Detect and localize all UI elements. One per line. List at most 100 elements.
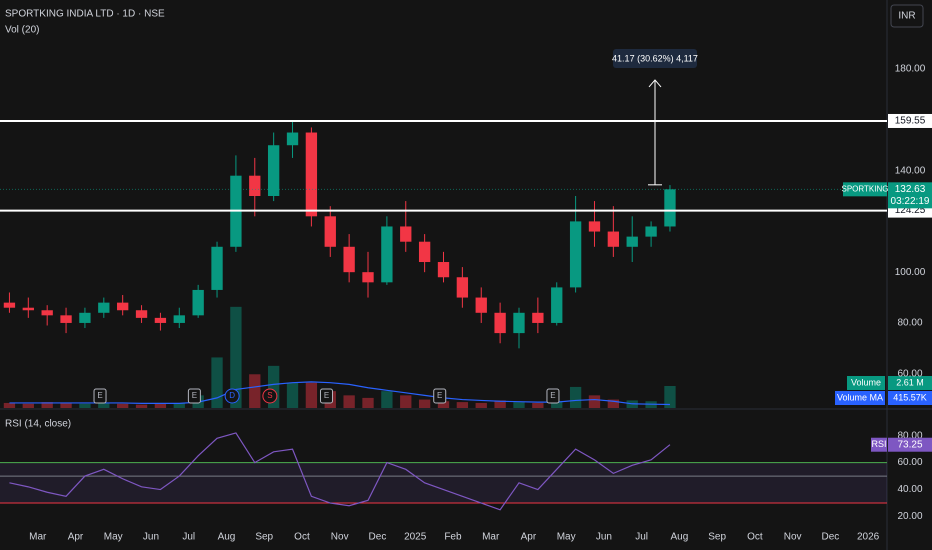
volume-bar bbox=[362, 397, 374, 408]
event-marker bbox=[93, 388, 107, 404]
candle-body bbox=[513, 312, 525, 334]
candle-body bbox=[60, 315, 72, 323]
event-label: E bbox=[192, 391, 197, 400]
candle-body bbox=[173, 315, 185, 323]
currency-label[interactable]: INR bbox=[898, 11, 915, 22]
volume-bar bbox=[400, 395, 412, 408]
candle-body bbox=[98, 302, 110, 313]
hline-label-box bbox=[888, 113, 932, 128]
y-tick-label: 140.00 bbox=[895, 165, 926, 176]
hline-label: 124.25 bbox=[895, 205, 926, 216]
x-tick-label: Mar bbox=[482, 532, 500, 543]
y-tick-label: 60.00 bbox=[897, 368, 922, 379]
rsi-title: RSI (14, close) bbox=[5, 419, 71, 430]
volume-bar bbox=[41, 402, 53, 408]
event-label: E bbox=[437, 391, 442, 400]
volume-bar bbox=[305, 382, 318, 408]
event-marker bbox=[187, 388, 201, 404]
x-tick-label: Dec bbox=[821, 532, 839, 543]
symbol-name: SPORTKING bbox=[842, 184, 889, 193]
volume-bar bbox=[135, 404, 148, 408]
rsi-band bbox=[0, 462, 887, 504]
candle-body bbox=[324, 216, 336, 247]
volume-value-box bbox=[888, 391, 932, 405]
rsi-tick-label: 20.00 bbox=[897, 511, 922, 522]
candle-body bbox=[211, 246, 223, 290]
hline-label: 159.55 bbox=[895, 116, 926, 127]
volume-bar bbox=[494, 400, 506, 408]
x-tick-label: Dec bbox=[369, 532, 387, 543]
x-tick-label: Sep bbox=[708, 532, 726, 543]
y-tick-label: 180.00 bbox=[895, 64, 926, 75]
volume-bar bbox=[343, 395, 355, 408]
candle-body bbox=[381, 226, 393, 283]
event-marker bbox=[546, 388, 560, 404]
candle-body bbox=[551, 287, 563, 323]
candle-body bbox=[607, 231, 620, 247]
x-tick-label: 2026 bbox=[857, 532, 880, 543]
candle-body bbox=[22, 307, 34, 311]
candle-body bbox=[626, 236, 638, 247]
candle-body bbox=[305, 132, 318, 217]
candle-body bbox=[267, 145, 280, 197]
rsi-tick-label: 60.00 bbox=[897, 457, 922, 468]
volume-title: Vol (20) bbox=[5, 25, 39, 36]
candle-body bbox=[79, 312, 91, 323]
x-tick-label: Aug bbox=[671, 532, 689, 543]
currency-button[interactable] bbox=[890, 4, 924, 28]
volume-bar bbox=[211, 357, 223, 408]
candle-body bbox=[286, 132, 299, 146]
candle-body bbox=[249, 175, 261, 197]
rsi-line bbox=[9, 432, 671, 511]
last-price-box bbox=[888, 182, 932, 209]
volume-bar bbox=[437, 401, 450, 408]
candle-body bbox=[400, 226, 412, 242]
candle-body bbox=[117, 302, 129, 311]
x-tick-label: Jun bbox=[596, 532, 612, 543]
rsi-tick-label: 80.00 bbox=[897, 430, 922, 441]
rsi-tick-label: 40.00 bbox=[897, 484, 922, 495]
event-label: E bbox=[97, 391, 102, 400]
x-tick-label: Sep bbox=[255, 532, 273, 543]
measure-label: 41.17 (30.62%) 4,117 bbox=[612, 53, 698, 63]
volume-bar bbox=[154, 403, 167, 408]
event-label: D bbox=[229, 391, 235, 400]
volume-bar bbox=[664, 385, 676, 408]
volume-name-box bbox=[835, 391, 885, 405]
x-tick-label: Nov bbox=[331, 532, 349, 543]
candle-body bbox=[154, 317, 167, 323]
event-marker bbox=[433, 388, 447, 404]
x-tick-label: Apr bbox=[521, 532, 537, 543]
x-tick-label: Nov bbox=[784, 532, 802, 543]
volume-bar bbox=[98, 402, 110, 408]
event-marker bbox=[224, 388, 240, 404]
candle-body bbox=[437, 262, 450, 278]
volume-bar bbox=[117, 403, 129, 408]
x-tick-label: May bbox=[104, 532, 123, 543]
volume-bar bbox=[249, 374, 261, 408]
y-tick-label: 80.00 bbox=[897, 318, 922, 329]
candle-body bbox=[418, 241, 431, 263]
x-tick-label: Oct bbox=[294, 532, 310, 543]
x-tick-label: Aug bbox=[218, 532, 236, 543]
x-tick-label: Apr bbox=[68, 532, 84, 543]
candle-body bbox=[645, 226, 657, 237]
chart-title: SPORTKING INDIA LTD · 1D · NSE bbox=[5, 9, 165, 20]
volume-bar bbox=[513, 402, 525, 408]
volume-bar bbox=[230, 306, 242, 408]
y-tick-label: 100.00 bbox=[895, 267, 926, 278]
volume-ma-line bbox=[9, 381, 670, 406]
volume-value: 2.61 M bbox=[896, 377, 924, 387]
x-tick-label: May bbox=[557, 532, 576, 543]
candle-body bbox=[3, 302, 16, 308]
x-tick-label: Mar bbox=[29, 532, 47, 543]
x-tick-label: Jun bbox=[143, 532, 159, 543]
candle-body bbox=[41, 310, 53, 316]
volume-bar bbox=[286, 382, 299, 408]
measure-label-box bbox=[613, 49, 697, 68]
symbol-box bbox=[843, 182, 887, 197]
event-label: E bbox=[324, 391, 329, 400]
volume-bar bbox=[381, 391, 393, 408]
